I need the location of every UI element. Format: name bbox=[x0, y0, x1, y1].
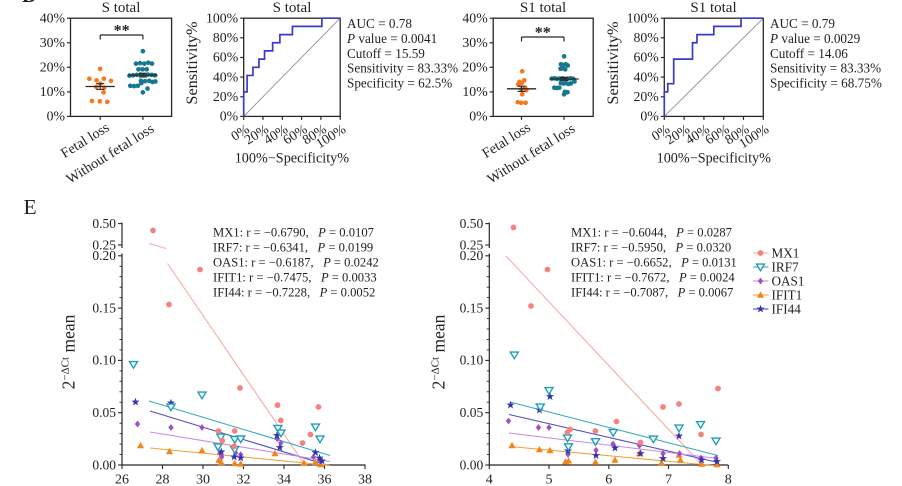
svg-text:30%: 30% bbox=[40, 35, 66, 50]
svg-text:Cutoff = 15.59: Cutoff = 15.59 bbox=[347, 46, 425, 61]
svg-text:36: 36 bbox=[318, 473, 332, 486]
svg-text:0.10: 0.10 bbox=[460, 353, 484, 368]
svg-text:0.05: 0.05 bbox=[92, 405, 116, 420]
svg-text:30: 30 bbox=[196, 473, 210, 486]
svg-text:32: 32 bbox=[237, 473, 251, 486]
svg-text:0.25: 0.25 bbox=[92, 237, 116, 252]
svg-text:80%: 80% bbox=[213, 30, 239, 45]
svg-text:OAS1: r = −0.6187, P = 0.0242: OAS1: r = −0.6187, P = 0.0242 bbox=[213, 256, 379, 270]
svg-text:100%: 100% bbox=[627, 10, 660, 25]
svg-text:0.25: 0.25 bbox=[460, 237, 484, 252]
svg-text:100%: 100% bbox=[206, 10, 239, 25]
svg-text:30%: 30% bbox=[462, 35, 488, 50]
svg-text:AUC = 0.78: AUC = 0.78 bbox=[347, 16, 412, 31]
svg-text:0.15: 0.15 bbox=[92, 300, 116, 315]
svg-text:Sensitivity%: Sensitivity% bbox=[182, 21, 201, 104]
svg-text:IRF7: IRF7 bbox=[772, 260, 800, 275]
svg-text:2−ΔCt mean: 2−ΔCt mean bbox=[59, 314, 79, 389]
svg-text:P value = 0.0041: P value = 0.0041 bbox=[346, 31, 437, 46]
svg-text:100%−Specificity%: 100%−Specificity% bbox=[235, 151, 350, 167]
svg-text:7: 7 bbox=[665, 473, 672, 486]
svg-text:MX1: r = −0.6790, P = 0.0107: MX1: r = −0.6790, P = 0.0107 bbox=[213, 226, 374, 240]
svg-text:0%: 0% bbox=[640, 109, 659, 124]
svg-text:0%: 0% bbox=[469, 109, 488, 124]
svg-text:38: 38 bbox=[358, 473, 372, 486]
svg-text:40%: 40% bbox=[634, 69, 660, 84]
svg-text:Specificity = 62.5%: Specificity = 62.5% bbox=[347, 76, 452, 91]
svg-text:60%: 60% bbox=[213, 50, 239, 65]
svg-text:IFI44: r = −0.7087, P = 0.006: IFI44: r = −0.7087, P = 0.0067 bbox=[571, 286, 733, 300]
svg-text:28: 28 bbox=[156, 473, 170, 486]
svg-text:Sensitivity%: Sensitivity% bbox=[603, 21, 622, 104]
svg-text:0.05: 0.05 bbox=[460, 405, 484, 420]
svg-text:0.00: 0.00 bbox=[460, 457, 484, 472]
svg-text:4: 4 bbox=[486, 473, 493, 486]
svg-text:6: 6 bbox=[605, 473, 612, 486]
svg-text:60%: 60% bbox=[634, 50, 660, 65]
svg-text:IRF7: r = −0.5950, P = 0.0320: IRF7: r = −0.5950, P = 0.0320 bbox=[571, 241, 731, 255]
svg-text:S1 total: S1 total bbox=[690, 0, 736, 16]
svg-text:0.10: 0.10 bbox=[92, 353, 116, 368]
svg-text:0%: 0% bbox=[47, 109, 66, 124]
svg-text:20%: 20% bbox=[462, 60, 488, 75]
svg-text:0.20: 0.20 bbox=[92, 248, 116, 263]
svg-text:OAS1: OAS1 bbox=[772, 274, 805, 289]
svg-text:0%: 0% bbox=[220, 109, 239, 124]
svg-text:IFIT1: r = −0.7672, P = 0.002: IFIT1: r = −0.7672, P = 0.0024 bbox=[571, 271, 735, 285]
svg-text:26: 26 bbox=[115, 473, 129, 486]
svg-text:S1 total: S1 total bbox=[520, 0, 566, 16]
svg-text:0.00: 0.00 bbox=[92, 457, 116, 472]
svg-text:10%: 10% bbox=[462, 84, 488, 99]
svg-text:IFIT1: r = −0.7475, P = 0.003: IFIT1: r = −0.7475, P = 0.0033 bbox=[213, 271, 377, 285]
svg-text:IRF7: r = −0.6341, P = 0.0199: IRF7: r = −0.6341, P = 0.0199 bbox=[213, 241, 373, 255]
svg-text:20%: 20% bbox=[213, 89, 239, 104]
svg-text:40%: 40% bbox=[213, 69, 239, 84]
svg-text:OAS1: r = −0.6652, P = 0.0131: OAS1: r = −0.6652, P = 0.0131 bbox=[571, 256, 737, 270]
svg-text:8: 8 bbox=[725, 473, 732, 486]
svg-text:P value = 0.0029: P value = 0.0029 bbox=[769, 31, 861, 46]
svg-text:5: 5 bbox=[546, 473, 553, 486]
svg-text:S total: S total bbox=[273, 0, 312, 16]
svg-text:S total: S total bbox=[102, 0, 141, 16]
svg-text:10%: 10% bbox=[40, 84, 66, 99]
svg-text:34: 34 bbox=[277, 473, 291, 486]
svg-text:0.15: 0.15 bbox=[460, 300, 484, 315]
svg-text:0.50: 0.50 bbox=[92, 216, 116, 231]
svg-text:0.50: 0.50 bbox=[460, 216, 484, 231]
svg-text:MX1: r = −0.6044, P = 0.0287: MX1: r = −0.6044, P = 0.0287 bbox=[571, 226, 732, 240]
svg-text:20%: 20% bbox=[634, 89, 660, 104]
svg-text:IFI44: IFI44 bbox=[772, 302, 802, 317]
svg-text:Specificity = 68.75%: Specificity = 68.75% bbox=[770, 76, 882, 91]
svg-text:E: E bbox=[24, 195, 37, 219]
svg-text:20%: 20% bbox=[40, 60, 66, 75]
svg-text:**: ** bbox=[114, 23, 130, 40]
svg-text:IFIT1: IFIT1 bbox=[772, 288, 803, 303]
svg-text:MX1: MX1 bbox=[772, 246, 800, 261]
svg-text:80%: 80% bbox=[634, 30, 660, 45]
svg-text:B: B bbox=[22, 0, 35, 7]
svg-text:Cutoff = 14.06: Cutoff = 14.06 bbox=[770, 46, 848, 61]
svg-text:0.20: 0.20 bbox=[460, 248, 484, 263]
svg-text:40%: 40% bbox=[40, 10, 66, 25]
svg-text:Sensitivity = 83.33%: Sensitivity = 83.33% bbox=[347, 61, 458, 76]
svg-text:40%: 40% bbox=[462, 10, 488, 25]
svg-text:Sensitivity = 83.33%: Sensitivity = 83.33% bbox=[770, 61, 881, 76]
svg-text:AUC = 0.79: AUC = 0.79 bbox=[770, 16, 835, 31]
svg-text:IFI44: r = −0.7228, P = 0.005: IFI44: r = −0.7228, P = 0.0052 bbox=[213, 286, 375, 300]
svg-text:100%−Specificity%: 100%−Specificity% bbox=[657, 151, 772, 167]
svg-text:**: ** bbox=[535, 25, 551, 42]
